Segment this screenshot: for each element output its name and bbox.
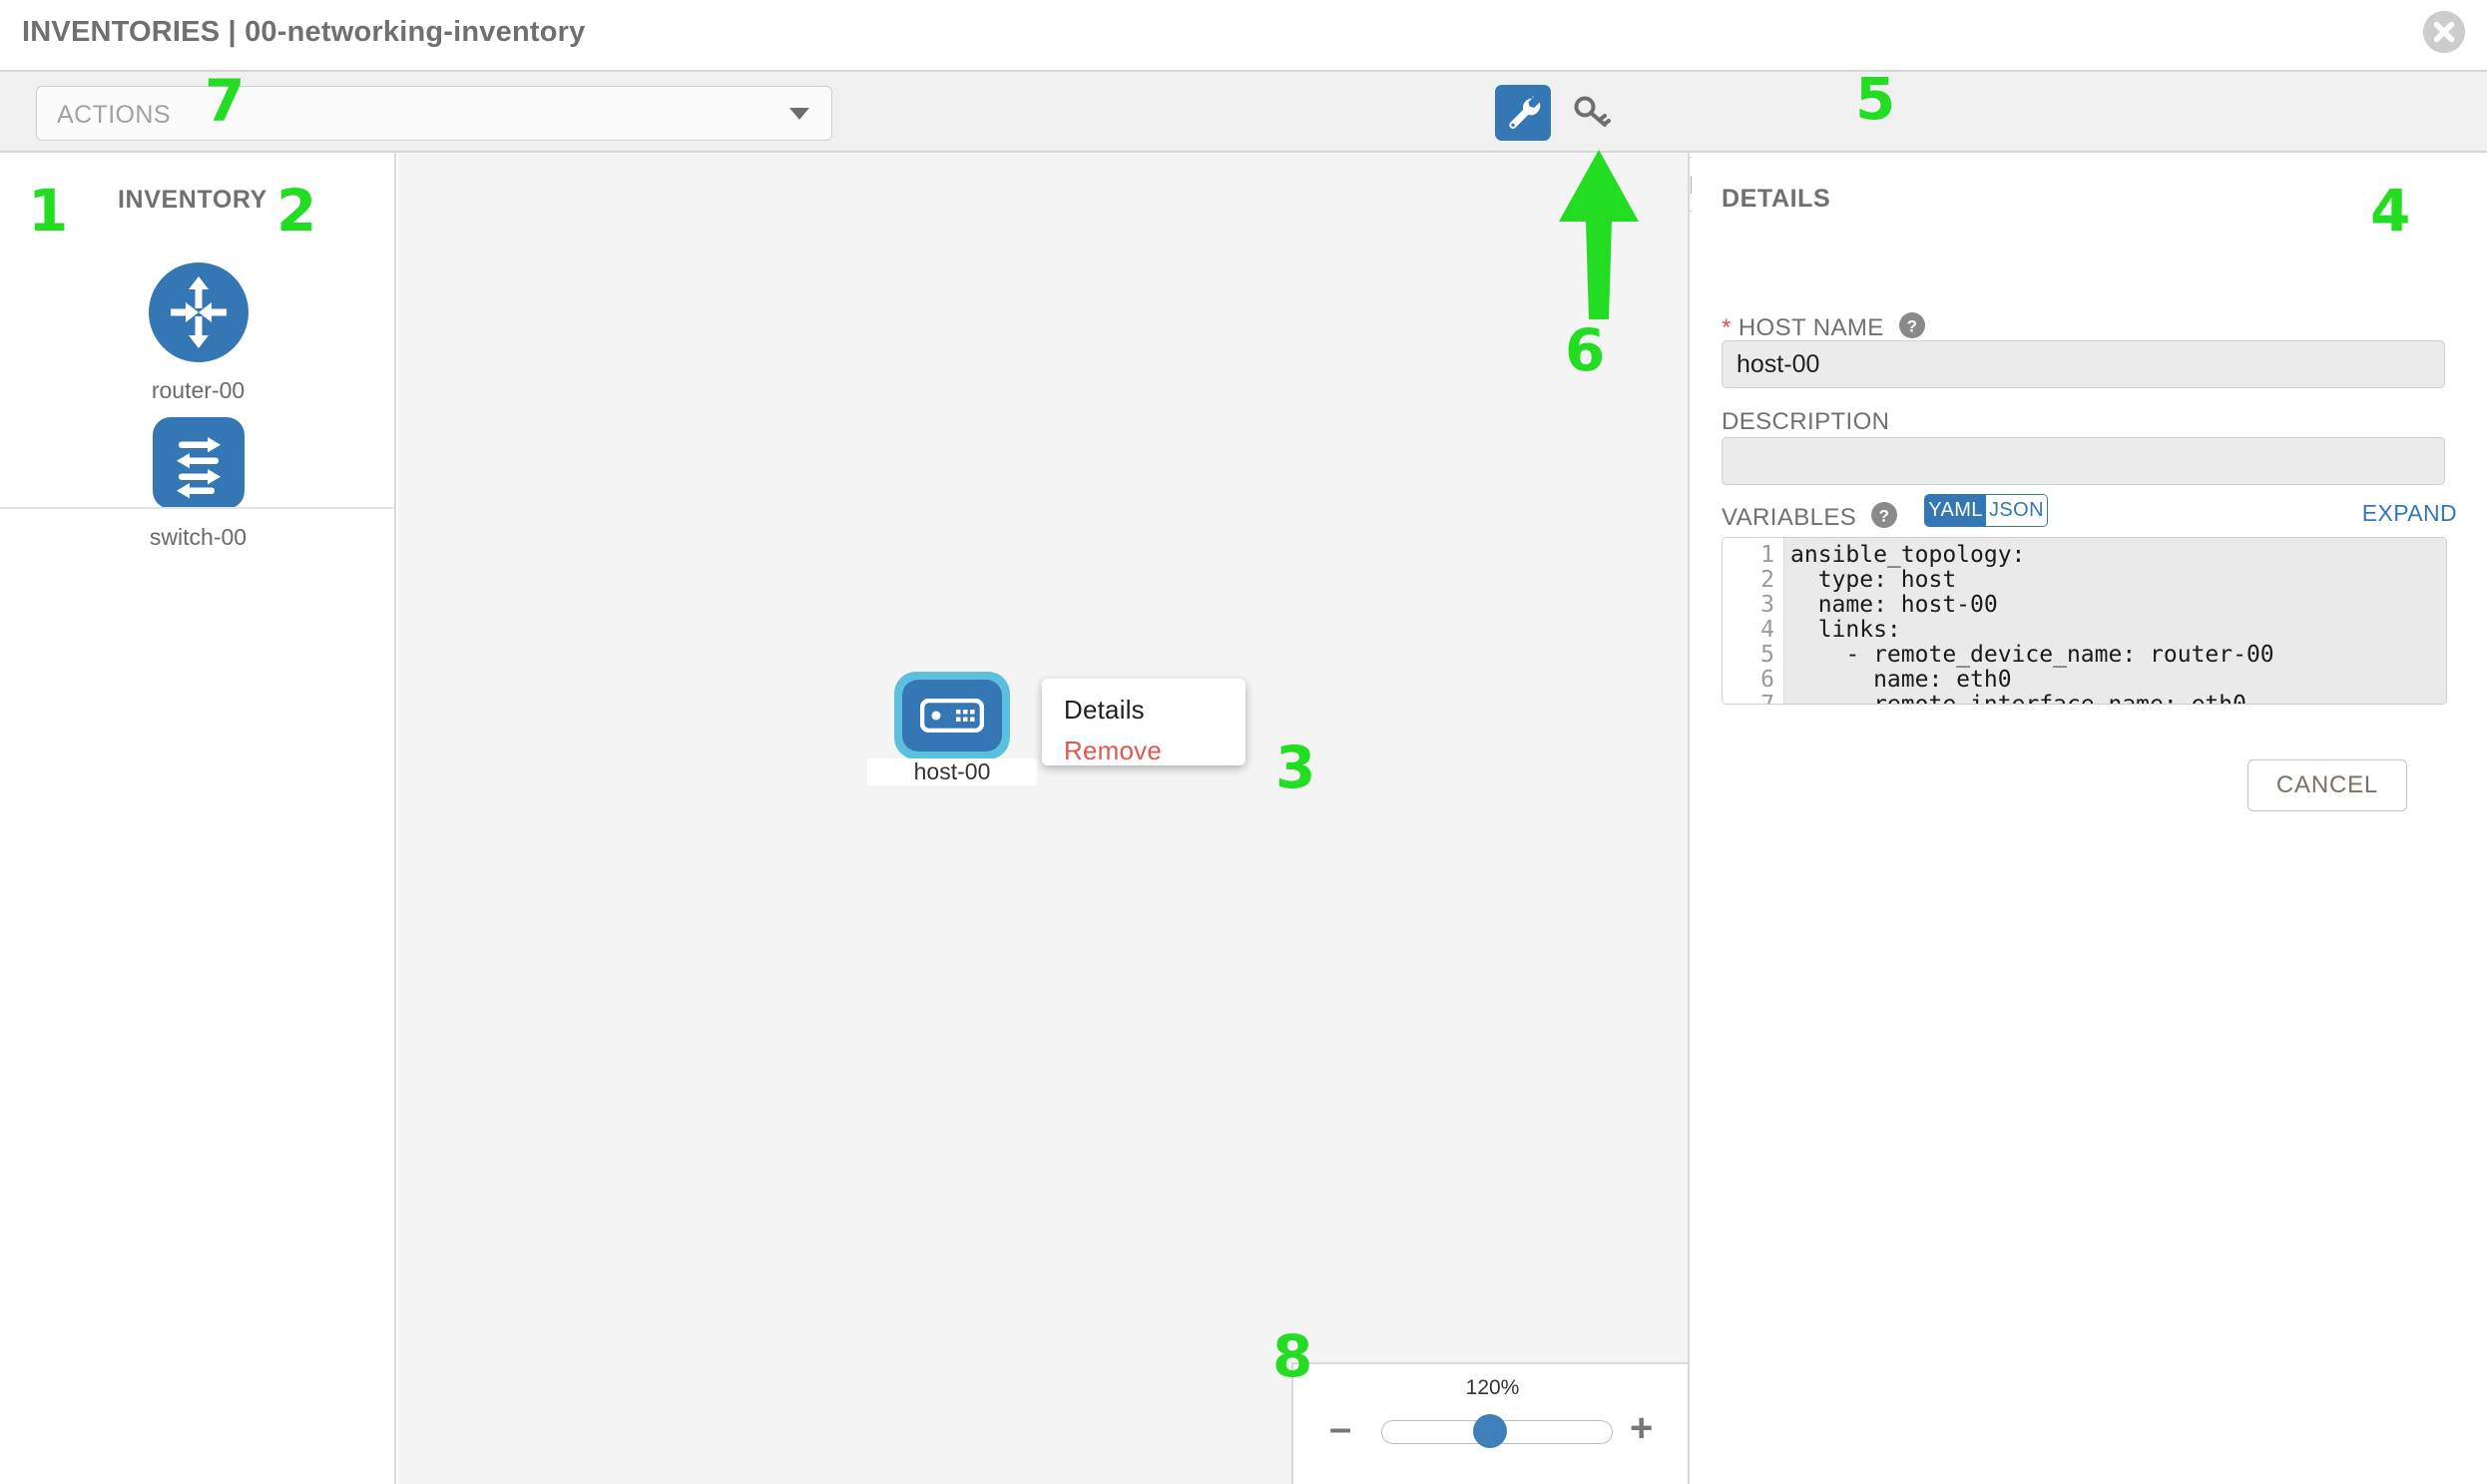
host-name-field[interactable] (1722, 340, 2445, 388)
variables-label-text: VARIABLES (1722, 503, 1857, 531)
code-line: remote_interface_name: eth0 (1790, 693, 2446, 705)
zoom-control-panel: 120% – + (1291, 1362, 1688, 1484)
page-title: INVENTORIES | 00-networking-inventory (22, 16, 586, 48)
description-label: DESCRIPTION (1722, 408, 1890, 435)
code-line: name: host-00 (1790, 592, 1998, 618)
code-content[interactable]: ansible_topology: type: host name: host-… (1784, 538, 2446, 704)
variables-format-toggle[interactable]: YAML JSON (1924, 494, 2048, 527)
inventory-item-switch[interactable]: switch-00 (0, 417, 396, 551)
required-marker: * (1722, 313, 1732, 341)
svg-text:?: ? (1879, 507, 1890, 526)
details-panel: DETAILS * HOST NAME ? DESCRIPTION VARIAB… (1692, 153, 2487, 1484)
host-name-label: * HOST NAME ? (1722, 312, 1925, 345)
variables-code-editor[interactable]: 1 2 3 4 5 6 7 ansible_topology: type: ho… (1722, 537, 2447, 705)
zoom-in-button[interactable]: + (1630, 1406, 1654, 1450)
canvas-node-label: host-00 (867, 758, 1037, 785)
host-name-label-text: HOST NAME (1738, 313, 1884, 341)
topology-canvas[interactable]: host-00 Details Remove 120% – + (398, 153, 1690, 1484)
inventory-sidebar: INVENTORY (0, 153, 396, 1484)
line-number: 6 (1760, 667, 1774, 693)
inventory-item-label: router-00 (151, 377, 246, 403)
details-title: DETAILS (1722, 185, 1831, 213)
key-icon[interactable] (1569, 90, 1615, 136)
switch-icon (152, 417, 245, 514)
wrench-icon[interactable] (1495, 85, 1551, 141)
line-number: 1 (1760, 542, 1774, 568)
inventory-item-label: switch-00 (149, 524, 248, 550)
zoom-percent-label: 120% (1465, 1376, 1520, 1399)
node-body (902, 680, 1002, 751)
close-icon[interactable] (2423, 11, 2465, 53)
svg-text:?: ? (1906, 317, 1917, 336)
description-field[interactable] (1722, 437, 2445, 485)
context-menu-remove[interactable]: Remove (1064, 736, 1163, 765)
context-menu-details[interactable]: Details (1064, 695, 1145, 725)
host-server-icon (919, 698, 985, 738)
code-gutter: 1 2 3 4 5 6 7 (1723, 538, 1784, 704)
toggle-yaml[interactable]: YAML (1925, 495, 1986, 526)
line-number: 7 (1760, 692, 1774, 705)
inventory-item-router[interactable]: router-00 (0, 262, 396, 404)
zoom-out-button[interactable]: – (1329, 1406, 1352, 1450)
router-icon (148, 262, 249, 367)
code-line: - remote_device_name: router-00 (1790, 642, 2274, 668)
app-header: INVENTORIES | 00-networking-inventory (0, 0, 2487, 70)
zoom-slider-thumb[interactable] (1473, 1414, 1507, 1448)
cancel-button[interactable]: CANCEL (2247, 759, 2407, 811)
inventory-title: INVENTORY (118, 186, 267, 214)
help-icon[interactable]: ? (1871, 502, 1898, 535)
variables-label: VARIABLES ? (1722, 502, 1898, 535)
toolbar: ACTIONS SEARCH (0, 70, 2487, 212)
code-line: name: eth0 (1790, 667, 2012, 693)
code-line: links: (1790, 617, 1901, 643)
expand-link[interactable]: EXPAND (2361, 500, 2457, 526)
line-number: 2 (1760, 567, 1774, 593)
node-context-menu: Details Remove (1042, 679, 1245, 765)
toggle-json[interactable]: JSON (1986, 495, 2047, 526)
help-icon[interactable]: ? (1898, 312, 1925, 345)
line-number: 5 (1760, 642, 1774, 668)
actions-dropdown[interactable]: ACTIONS (36, 86, 832, 141)
line-number: 3 (1760, 592, 1774, 618)
sidebar-divider (0, 507, 396, 509)
line-number: 4 (1760, 617, 1774, 643)
actions-dropdown-label: ACTIONS (57, 101, 171, 129)
code-line: type: host (1790, 567, 1957, 593)
chevron-down-icon (789, 107, 809, 120)
canvas-node-host[interactable] (894, 672, 1010, 759)
code-line: ansible_topology: (1790, 542, 2026, 568)
